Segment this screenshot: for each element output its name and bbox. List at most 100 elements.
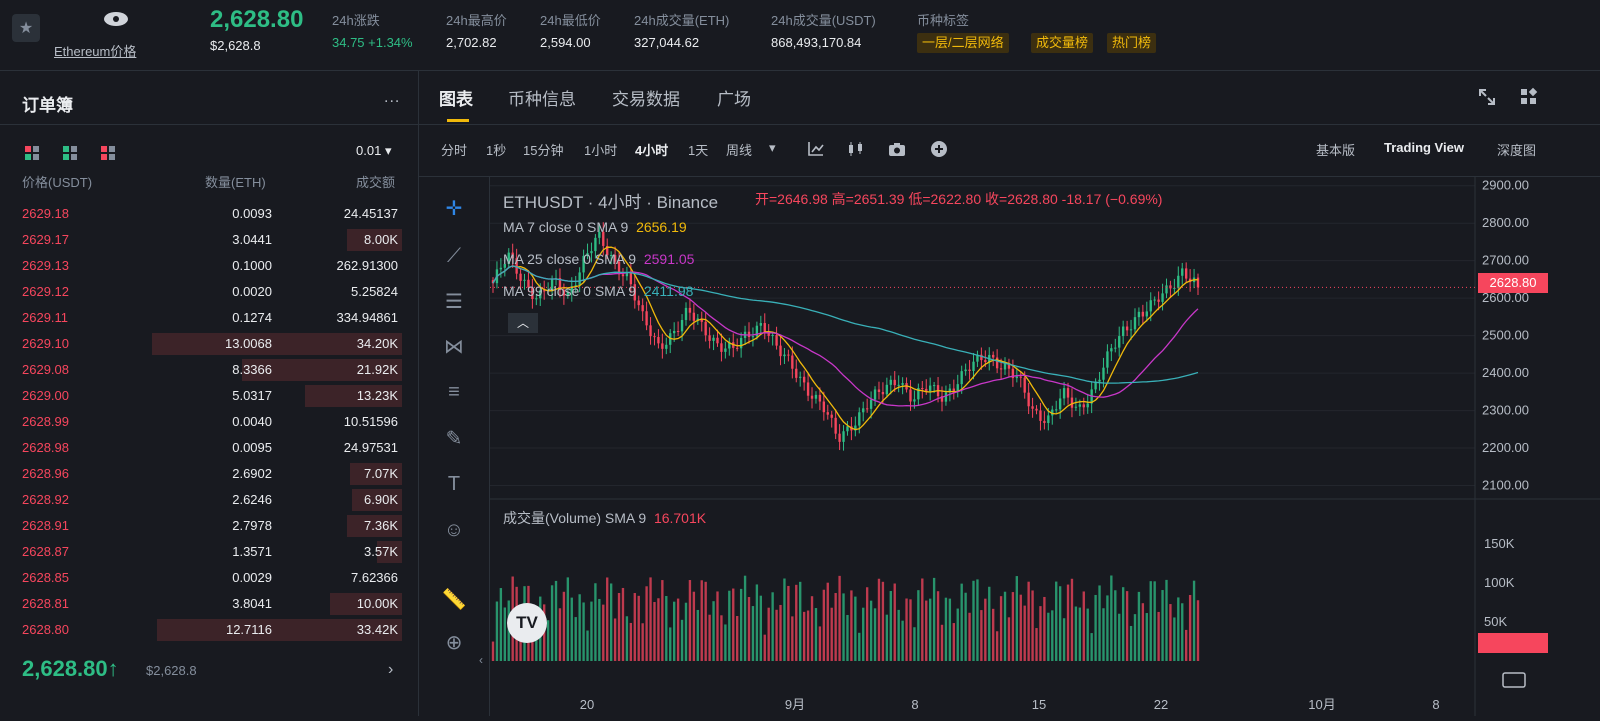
candle-body [1043, 420, 1046, 424]
ma25-legend: MA 25 close 0 SMA 9 2591.05 [503, 251, 694, 267]
orderbook-row[interactable]: 2628.92 2.6246 6.90K [0, 487, 418, 513]
coin-price-link[interactable]: Ethereum价格 [54, 44, 137, 59]
interval-week[interactable]: 周线 [726, 143, 753, 158]
candle-body [566, 292, 570, 296]
volume-bar [665, 596, 668, 661]
pattern-icon[interactable]: ⋈ [444, 335, 464, 358]
orderbook-row[interactable]: 2628.85 0.0029 7.62366 [0, 565, 418, 591]
chevron-right-icon[interactable]: › [388, 661, 394, 678]
volume-bar [728, 590, 731, 661]
row-qty: 5.0317 [232, 388, 272, 403]
brush-icon[interactable]: ✎ [445, 427, 463, 450]
zoom-icon[interactable]: ⊕ [445, 631, 463, 654]
view-trading-view[interactable]: Trading View [1384, 140, 1464, 155]
orderbook-row[interactable]: 2628.98 0.0095 24.97531 [0, 435, 418, 461]
interval-1h[interactable]: 1小时 [584, 143, 618, 158]
candle-style-icon[interactable] [847, 141, 865, 157]
orderbook-bids-icon[interactable] [63, 146, 77, 160]
candle-body [739, 337, 743, 349]
stat-label-change: 24h涨跌 [332, 13, 380, 28]
volume-bar [676, 598, 680, 661]
chevron-down-icon[interactable]: ▾ [769, 140, 776, 155]
row-price: 2628.81 [22, 596, 69, 611]
row-price: 2629.00 [22, 388, 69, 403]
text-icon[interactable]: T [447, 472, 461, 495]
orderbook-both-icon[interactable] [25, 146, 39, 160]
tag-layer[interactable]: 一层/二层网络 [917, 33, 1009, 53]
tag-volume[interactable]: 成交量榜 [1031, 33, 1094, 53]
orderbook-row[interactable]: 2629.10 13.0068 34.20K [0, 331, 418, 357]
candle-body [846, 426, 849, 432]
price-chart[interactable]: 2100.00 2200.00 2300.00 2400.00 2500.00 2600.… [490, 177, 1600, 716]
camera-icon[interactable] [888, 141, 906, 157]
interval-15m[interactable]: 15分钟 [523, 143, 564, 158]
view-basic[interactable]: 基本版 [1316, 143, 1356, 158]
orderbook-row[interactable]: 2629.12 0.0020 5.25824 [0, 279, 418, 305]
orderbook-row[interactable]: 2629.18 0.0093 24.45137 [0, 201, 418, 227]
orderbook-row[interactable]: 2628.96 2.6902 7.07K [0, 461, 418, 487]
ruler-icon[interactable]: 📏 [441, 588, 467, 611]
row-qty: 2.6246 [232, 492, 272, 507]
tab-coin-info[interactable]: 币种信息 [508, 90, 576, 109]
candle-body [720, 343, 723, 352]
interval-1d[interactable]: 1天 [688, 143, 709, 158]
candle-body [613, 255, 617, 262]
candle-body [574, 285, 577, 287]
fib-icon[interactable]: ≡ [448, 380, 460, 403]
volume-bar [1011, 592, 1015, 661]
candle-body [1003, 363, 1007, 370]
orderbook-row[interactable]: 2629.08 8.3366 21.92K [0, 357, 418, 383]
emoji-icon[interactable]: ☺ [443, 518, 465, 541]
volume-bar [783, 578, 786, 661]
candle-body [1078, 404, 1082, 407]
candle-body [787, 354, 790, 356]
volume-bar [1062, 618, 1066, 661]
depth-bar [352, 489, 402, 511]
tab-square[interactable]: 广场 [717, 90, 751, 109]
candle-body [543, 290, 546, 292]
orderbook-asks-icon[interactable] [101, 146, 115, 160]
chart-svg[interactable]: 2100.00 2200.00 2300.00 2400.00 2500.00 2600.… [490, 177, 1600, 716]
candle-body [822, 401, 826, 413]
orderbook-row[interactable]: 2629.11 0.1274 334.94861 [0, 305, 418, 331]
orderbook-row[interactable]: 2628.87 1.3571 3.57K [0, 539, 418, 565]
interval-4h[interactable]: 4小时 [635, 143, 669, 158]
settings-icon[interactable] [1495, 667, 1535, 693]
view-depth[interactable]: 深度图 [1497, 143, 1537, 158]
ma25-value: 2591.05 [643, 251, 695, 267]
volume-bar [1027, 581, 1030, 661]
crosshair-icon[interactable]: ✛ [445, 197, 463, 220]
tab-chart[interactable]: 图表 [439, 90, 473, 109]
orderbook-row[interactable]: 2628.81 3.8041 10.00K [0, 591, 418, 617]
collapse-legend-icon[interactable]: ︿ [508, 313, 538, 333]
candle-body [921, 387, 924, 389]
divider [419, 176, 1600, 177]
collapse-arrow-icon[interactable]: ‹ [479, 653, 483, 667]
volume-bar [720, 615, 723, 661]
tag-hot[interactable]: 热门榜 [1107, 33, 1157, 53]
volume-bar [1149, 581, 1152, 661]
precision-select[interactable]: 0.01 ▾ [356, 143, 391, 159]
orderbook-row[interactable]: 2628.80 12.7116 33.42K [0, 617, 418, 643]
candle-body [806, 382, 810, 396]
orderbook-row[interactable]: 2628.91 2.7978 7.36K [0, 513, 418, 539]
add-icon[interactable] [930, 140, 948, 158]
tab-trade-data[interactable]: 交易数据 [612, 90, 680, 109]
indicator-icon[interactable] [807, 141, 825, 157]
orderbook-row[interactable]: 2628.99 0.0040 10.51596 [0, 409, 418, 435]
interval-1s[interactable]: 1秒 [486, 143, 507, 158]
interval-line[interactable]: 分时 [441, 143, 468, 158]
fullscreen-icon[interactable] [1477, 87, 1497, 107]
candle-body [665, 344, 668, 349]
horizontal-lines-icon[interactable]: ☰ [445, 290, 463, 313]
candle-body [999, 368, 1003, 370]
trendline-icon[interactable]: ⟋ [447, 244, 461, 267]
layout-icon[interactable] [1519, 87, 1539, 107]
orderbook-row[interactable]: 2629.13 0.1000 262.91300 [0, 253, 418, 279]
candle-body [1047, 415, 1050, 424]
favorite-star-icon[interactable]: ★ [12, 14, 40, 42]
candle-body [539, 290, 542, 299]
more-icon[interactable]: ... [384, 89, 401, 106]
orderbook-row[interactable]: 2629.17 3.0441 8.00K [0, 227, 418, 253]
orderbook-row[interactable]: 2629.00 5.0317 13.23K [0, 383, 418, 409]
